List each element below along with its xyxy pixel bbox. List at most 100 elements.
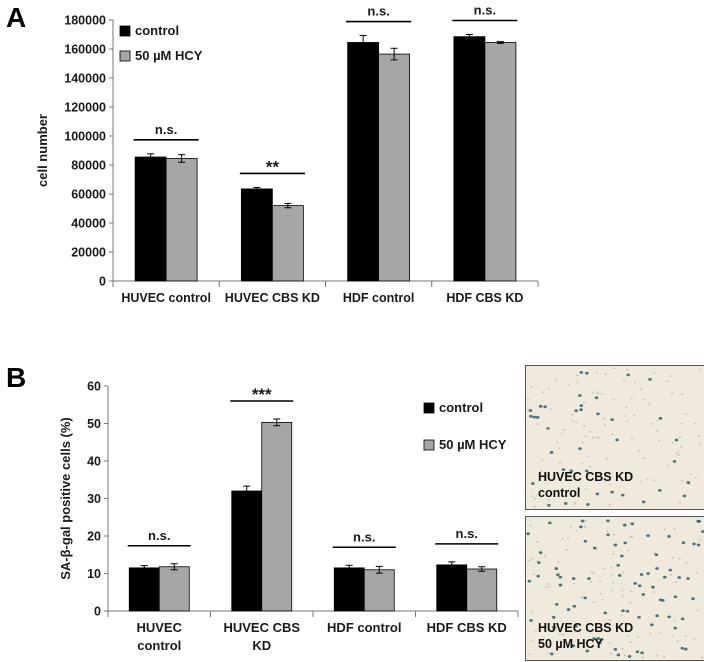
cell — [579, 404, 584, 408]
cell — [587, 455, 590, 458]
cell — [637, 615, 641, 619]
cell — [604, 373, 607, 375]
y-tick-label: 160000 — [64, 43, 106, 57]
bar-hcy — [466, 568, 498, 612]
cell — [658, 631, 661, 634]
y-tick-label: 0 — [94, 605, 101, 619]
cell — [626, 373, 631, 377]
cell — [577, 489, 580, 492]
cell — [671, 635, 674, 638]
cell — [610, 573, 613, 576]
cell — [601, 598, 605, 601]
y-tick-label: 40 — [87, 455, 101, 469]
cell — [678, 501, 682, 504]
y-tick-label: 20 — [87, 530, 101, 544]
cell — [632, 414, 636, 417]
cell — [556, 646, 560, 649]
cell — [596, 637, 601, 640]
cell — [541, 391, 545, 394]
micrograph-hcy-cells — [526, 517, 704, 660]
cell — [575, 421, 578, 423]
cell — [534, 630, 537, 633]
x-category-label: HUVEC CBS KD — [225, 291, 320, 305]
bar-control — [333, 567, 365, 612]
cell — [625, 406, 628, 409]
y-tick-label: 100000 — [64, 130, 106, 144]
legend-label-hcy: 50 µM HCY — [439, 437, 507, 452]
cell — [595, 372, 599, 374]
cell — [606, 519, 610, 523]
cell — [637, 584, 642, 588]
y-tick-label: 30 — [87, 492, 101, 506]
cell — [528, 409, 533, 412]
y-tick-label: 20000 — [71, 246, 106, 260]
cell — [654, 553, 659, 557]
cell — [549, 407, 552, 410]
y-tick-label: 120000 — [64, 101, 106, 115]
cell — [547, 387, 551, 390]
cell — [630, 397, 633, 400]
cell — [623, 415, 626, 417]
cell — [536, 574, 541, 578]
cell — [560, 432, 564, 435]
cell — [583, 525, 587, 528]
cell — [627, 549, 630, 552]
cell — [551, 625, 556, 629]
cell — [621, 571, 625, 574]
y-tick-label: 60 — [87, 380, 101, 394]
cell — [668, 568, 673, 572]
cell — [655, 429, 659, 432]
legend-swatch-hcy — [119, 50, 131, 62]
bar-control — [134, 156, 167, 282]
bar-control — [453, 36, 486, 282]
micrograph-control-label-line2: control — [538, 486, 581, 500]
cell — [570, 413, 574, 416]
cell — [662, 655, 666, 658]
micrograph-hcy: HUVEC CBS KD 50 µM HCY — [525, 516, 704, 661]
significance-label: *** — [252, 385, 272, 404]
bar-control — [240, 188, 273, 282]
cell — [623, 654, 627, 657]
cell — [598, 437, 601, 439]
cell — [651, 422, 654, 425]
bar-hcy — [363, 569, 395, 612]
cell — [612, 553, 615, 556]
cell — [696, 543, 701, 547]
y-tick-label: 10 — [87, 567, 101, 581]
cell — [617, 573, 622, 577]
cell — [626, 368, 629, 371]
x-category-label: HUVEC control — [121, 291, 211, 305]
cell — [662, 575, 667, 579]
micrograph-control-cells — [526, 366, 704, 509]
cell — [680, 617, 685, 621]
cell — [561, 538, 564, 541]
cell — [596, 412, 600, 416]
cell — [580, 596, 583, 598]
cell — [615, 438, 619, 442]
cell — [583, 401, 586, 404]
cell — [547, 652, 550, 655]
cell — [658, 416, 663, 420]
cell — [546, 499, 550, 502]
y-axis-label: SA-β-gal positive cells (%) — [58, 417, 73, 580]
cell — [642, 457, 645, 459]
micrograph-control: HUVEC CBS KD control — [525, 365, 704, 510]
panel-a-letter: A — [6, 2, 27, 33]
cell — [656, 419, 659, 422]
cell — [556, 573, 560, 577]
y-tick-label: 180000 — [64, 14, 106, 28]
cell — [680, 646, 685, 650]
cell — [606, 533, 610, 537]
cell — [692, 542, 696, 546]
cell — [563, 502, 568, 505]
bar-hcy — [158, 566, 190, 612]
cell — [558, 583, 563, 587]
cell — [641, 656, 644, 659]
cell — [548, 585, 551, 588]
cell — [530, 558, 534, 560]
significance-label: n.s. — [367, 4, 389, 19]
bar-control — [436, 564, 468, 612]
cell — [565, 548, 568, 551]
cell — [547, 503, 551, 507]
y-axis-label: cell number — [35, 114, 50, 187]
